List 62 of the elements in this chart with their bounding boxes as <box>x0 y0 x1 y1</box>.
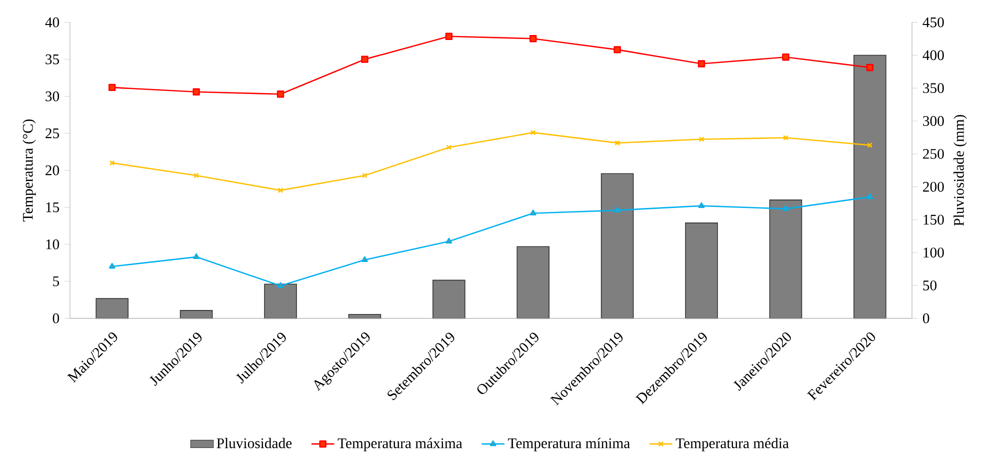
point <box>277 282 284 288</box>
bar <box>264 284 297 319</box>
point <box>782 205 789 211</box>
y-tick-label: 35 <box>46 54 60 64</box>
point <box>192 88 200 96</box>
y2-tick-label: 300 <box>923 116 944 126</box>
y-tick-label: 15 <box>46 202 60 212</box>
point <box>698 202 705 208</box>
point <box>108 84 116 92</box>
point <box>446 144 452 150</box>
y-axis-title: Temperatura (°C) <box>22 119 36 222</box>
bar <box>769 200 802 319</box>
y2-tick-label: 0 <box>922 313 930 324</box>
point <box>866 64 874 72</box>
point <box>614 140 620 146</box>
point <box>866 193 874 200</box>
bar <box>96 298 129 319</box>
point <box>698 136 704 142</box>
y2-axis-title: Pluviosidade (mm) <box>954 114 967 226</box>
y-tick-label: 10 <box>46 239 60 250</box>
y-tick-label: 5 <box>53 276 60 286</box>
legend-label: Temperatura mínima <box>508 438 630 452</box>
bar <box>600 173 634 319</box>
bar <box>516 246 550 319</box>
y-tick-label: 40 <box>45 17 60 28</box>
bar <box>180 310 213 319</box>
y2-tick-label: 250 <box>923 148 944 159</box>
point <box>194 172 200 178</box>
point <box>698 60 706 68</box>
point <box>782 135 788 141</box>
legend-label: Temperatura média <box>676 438 789 452</box>
bar <box>854 54 886 319</box>
y-tick-label: 30 <box>46 91 60 102</box>
point <box>193 253 200 260</box>
point <box>530 210 536 216</box>
bar <box>685 222 718 319</box>
y-tick-label: 0 <box>52 313 60 324</box>
point <box>362 172 368 178</box>
point <box>278 188 284 194</box>
y2-tick-label: 400 <box>922 50 944 60</box>
bar <box>432 280 466 319</box>
point <box>445 32 453 40</box>
y2-tick-label: 50 <box>923 280 937 290</box>
y2-tick-label: 150 <box>924 214 944 225</box>
y-tick-label: 25 <box>46 128 60 138</box>
point <box>446 238 452 244</box>
legend-label: Temperatura máxima <box>338 438 462 452</box>
point <box>782 54 790 61</box>
point <box>530 130 536 136</box>
point <box>614 46 621 54</box>
point <box>108 262 116 269</box>
y-tick-label: 20 <box>46 165 60 176</box>
point <box>361 56 368 63</box>
y2-tick-label: 350 <box>923 83 944 94</box>
legend-label: Pluviosidade <box>216 438 292 448</box>
point <box>276 90 284 98</box>
point <box>530 35 537 42</box>
point <box>361 256 368 262</box>
y2-tick-label: 100 <box>924 248 944 258</box>
y2-tick-label: 450 <box>922 17 944 28</box>
point <box>614 206 621 212</box>
y2-tick-label: 200 <box>923 182 944 192</box>
